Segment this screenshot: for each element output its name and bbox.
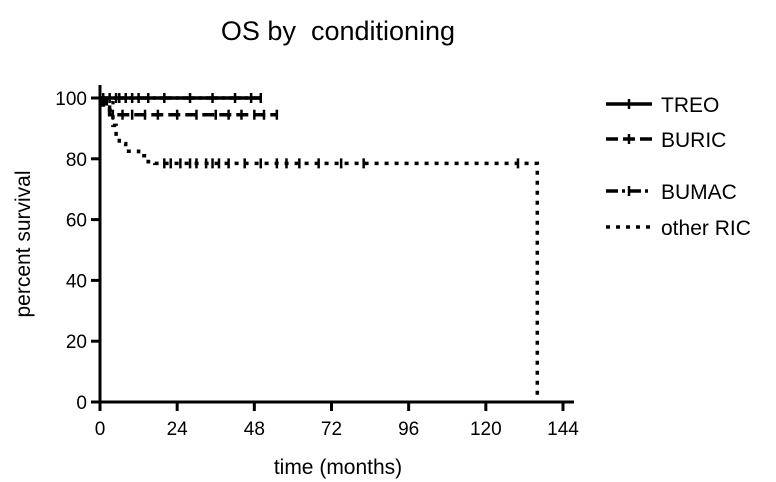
y-ticks: 0 20 40 60 80 100	[55, 89, 100, 414]
y-tick-label: 20	[66, 332, 87, 353]
plot-series	[100, 93, 540, 402]
x-tick-label: 48	[244, 419, 265, 440]
y-tick-label: 80	[66, 150, 87, 171]
x-tick-label: 0	[95, 419, 106, 440]
y-tick-label: 40	[66, 271, 87, 292]
x-tick-label: 120	[470, 419, 502, 440]
legend-label-other-ric: other RIC	[661, 217, 751, 240]
series-line-bumac	[100, 96, 261, 105]
y-tick-label: 100	[55, 89, 87, 110]
x-tick-label: 24	[167, 419, 189, 440]
y-tick-label: 60	[66, 211, 87, 232]
legend-label-bumac: BUMAC	[661, 181, 737, 204]
legend-label-buric: BURIC	[661, 129, 726, 152]
x-tick-label: 96	[398, 419, 419, 440]
axes: 0 24 48 72 96 120 144 0 20 40 60 80 100	[55, 85, 579, 440]
legend: TREO BURIC BUMAC other RIC	[606, 94, 751, 240]
x-ticks: 0 24 48 72 96 120 144	[95, 402, 579, 440]
x-axis-label: time (months)	[274, 456, 402, 479]
x-tick-label: 72	[321, 419, 342, 440]
y-axis-label: percent survival	[12, 170, 35, 317]
legend-label-treo: TREO	[661, 94, 719, 117]
x-tick-label: 144	[547, 419, 579, 440]
y-tick-label: 0	[76, 393, 87, 414]
chart-title: OS by conditioning	[221, 16, 455, 46]
series-line-other-ric	[100, 96, 540, 402]
